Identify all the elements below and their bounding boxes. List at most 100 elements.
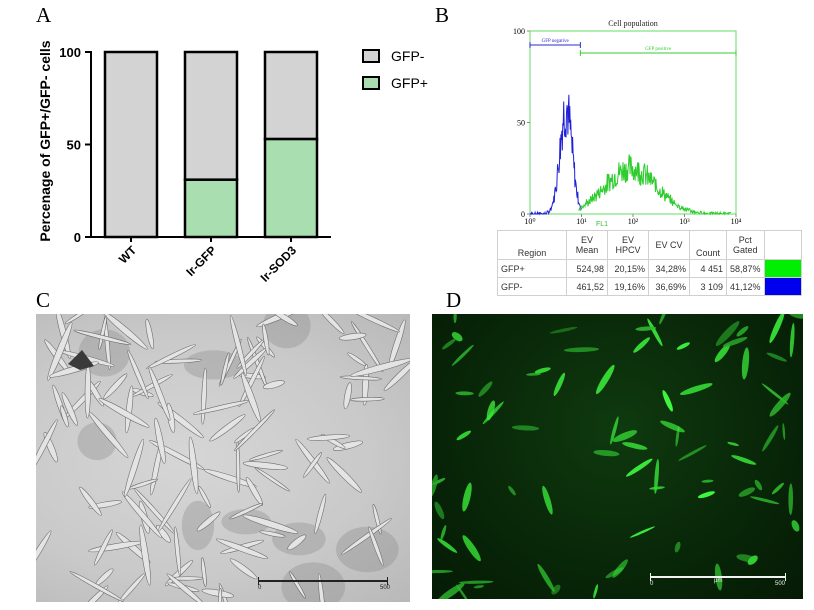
fluorescent-cell [473,585,484,589]
spindle-cell [229,503,263,520]
x-tick-label: Ir-SOD3 [258,243,300,285]
out-of-focus-blob [181,500,215,551]
fluorescent-cell [747,555,758,565]
fluorescent-cell [675,425,680,447]
spindle-cell [229,315,247,377]
y-axis-label: Percenage of GFP+/GFP- cells [37,40,53,241]
spindle-cell [368,526,384,566]
fluorescent-cell [662,390,673,412]
fluorescent-cell [610,416,619,445]
fluorescent-cell [537,563,555,592]
fluorescent-cell [605,567,624,579]
fluorescent-cell [542,485,553,515]
spindle-cell [201,588,235,598]
spindle-cell [174,526,181,576]
fluorescent-cell [762,425,779,452]
x-tick-label: 10² [628,217,639,226]
scale-bar-label-start: 0 [650,581,654,587]
stats-table: Region EV Mean EV HPCV EV CV Count Pct G… [497,230,802,296]
panel-letter-a: A [36,3,52,27]
spindle-cell [347,352,367,366]
spindle-cell [64,314,93,325]
table-cell: 34,28% [648,259,690,278]
fluorescent-cell [593,450,620,457]
spindle-cell [314,493,327,534]
fluorescent-cell [697,491,715,499]
legend-swatch [362,76,380,90]
fluorescent-cell [769,392,791,417]
fluorescent-cell [595,364,615,395]
spindle-cell [73,329,132,346]
spindle-cell [36,530,52,580]
fluorescent-cell [563,347,600,353]
scale-bar-label-end: 500 [380,585,391,591]
scale-bar-label-unit: µm [714,578,723,584]
spindle-cell [302,452,323,478]
fluorescent-cell [478,381,493,397]
fluorescent-cell [482,401,504,425]
table-header-cell: EV CV [648,230,690,260]
fluorescent-cell [534,367,551,374]
x-tick-label: 10⁴ [731,217,742,226]
fluorescent-cell [727,441,739,446]
fluorescent-cell [551,584,561,595]
fluorescent-cell [754,479,763,491]
fluorescent-cell [432,474,438,498]
fluorescent-cell [649,486,665,490]
bar-segment [183,50,239,181]
fluorescent-cell [750,496,780,505]
fluorescent-cell [612,430,638,442]
spindle-cell [154,417,166,464]
fluorescent-cell [593,584,598,599]
spindle-cell [201,557,207,587]
fluorescent-cell [731,455,757,465]
spindle-cell [166,573,205,602]
histogram-x-label: FL1 [596,221,608,228]
spindle-cell [36,419,58,474]
fluorescent-cell [553,372,566,397]
brightfield-cells [36,314,410,602]
fluorescent-cell [436,582,465,599]
spindle-cell [60,405,69,428]
fluorescent-cell [442,338,456,350]
fluorescent-cell [451,344,474,366]
y-tick-label: 50 [67,138,81,153]
spindle-cell [383,358,410,392]
spindle-cell [198,485,212,509]
fluorescent-cell [440,524,447,541]
spindle-cell [229,558,258,580]
fluorescent-cell [789,322,795,358]
table-cell: 36,69% [648,277,690,296]
fluorescent-cell [462,482,472,512]
bar-chart-legend: GFP- GFP+ [362,48,428,91]
spindle-cell [242,514,299,534]
spindle-cell [238,355,265,408]
fluorescent-cell [508,485,516,496]
spindle-cell [306,434,351,441]
spindle-cell [127,350,149,400]
spindle-cell [103,373,128,400]
y-tick-label: 100 [513,27,525,36]
y-tick-label: 50 [517,119,525,128]
spindle-cell [332,440,364,451]
spindle-cell [317,314,345,335]
out-of-focus-blob [262,314,311,349]
color-swatch [763,277,802,296]
spindle-cell [350,397,385,402]
fluorescent-cell [788,483,794,516]
table-header-cell: EV Mean [566,230,608,260]
bar-segment [263,50,319,141]
fluorescent-cell [654,458,660,494]
bar-segment [183,178,239,239]
legend-label: GFP- [391,48,425,64]
spindle-cell [98,398,150,428]
fluorescent-cell [738,487,755,497]
table-cell: 461,52 [566,277,608,296]
fluorescent-cell [715,321,740,346]
spindle-cell [254,467,290,492]
fluorescent-cell [741,347,750,380]
spindle-cell [350,358,410,377]
spindle-cell [289,571,306,599]
fluorescent-cell [633,337,650,353]
spindle-cell [248,449,283,461]
